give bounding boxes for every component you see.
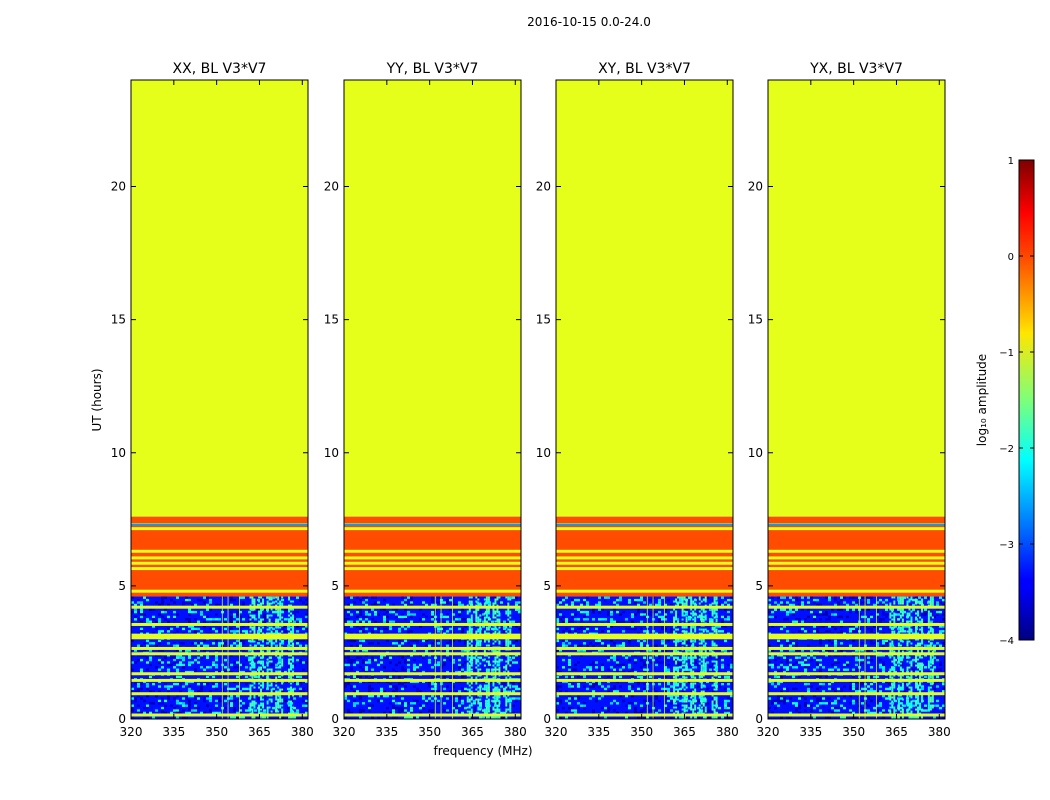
colorbar-tick-label: 1 [1008, 156, 1014, 167]
y-tick-label: 0 [331, 712, 339, 726]
panel-frame [555, 79, 734, 720]
band-flagged [556, 80, 733, 517]
y-tick-label: 20 [324, 180, 339, 194]
y-tick-label: 15 [536, 313, 551, 327]
x-tick-label: 335 [587, 725, 610, 739]
panel-image [556, 80, 733, 719]
flag-lines [768, 523, 945, 717]
x-tick-label: 320 [120, 725, 143, 739]
panel-frame [130, 79, 309, 720]
y-tick-label: 20 [111, 180, 126, 194]
y-tick-label: 0 [755, 712, 763, 726]
y-axis-label: UT (hours) [90, 368, 104, 431]
y-tick-label: 10 [111, 446, 126, 460]
x-tick-label: 335 [162, 725, 185, 739]
x-tick-label: 350 [630, 725, 653, 739]
band-flagged [344, 80, 521, 517]
figure-suptitle: 2016-10-15 0.0-24.0 [527, 15, 651, 29]
y-tick-label: 5 [331, 579, 339, 593]
colorbar-tick-label: −4 [999, 636, 1014, 647]
y-tick-label: 20 [748, 180, 763, 194]
panel-0: XX, BL V3*V7 320 335 350 365 380 0 5 10 15 20 [111, 61, 314, 739]
y-tick-label: 10 [324, 446, 339, 460]
y-tick-label: 5 [755, 579, 763, 593]
colorbar: 1 0 −1 −2 −3 −4 log₁₀ amplitude [975, 156, 1035, 647]
panel-1: YY, BL V3*V7 320 335 350 365 380 0 5 10 15 20 [324, 61, 527, 739]
rfi-stripes [858, 596, 934, 719]
panel-title: XY, BL V3*V7 [598, 61, 691, 77]
colorbar-tick-label: 0 [1008, 252, 1014, 263]
y-tick-label: 10 [536, 446, 551, 460]
x-tick-label: 380 [291, 725, 314, 739]
y-tick-label: 5 [543, 579, 551, 593]
panel-frame [767, 79, 946, 720]
panel-2: XY, BL V3*V7 320 335 350 365 380 0 5 10 15 20 [536, 61, 739, 739]
x-tick-label: 350 [842, 725, 865, 739]
x-tick-label: 365 [461, 725, 484, 739]
y-tick-label: 10 [748, 446, 763, 460]
panel-title: YY, BL V3*V7 [386, 61, 479, 77]
x-tick-label: 320 [757, 725, 780, 739]
x-tick-label: 320 [333, 725, 356, 739]
flag-lines [556, 523, 733, 717]
flag-lines [344, 523, 521, 717]
x-tick-label: 365 [248, 725, 271, 739]
panel-image [768, 80, 945, 719]
x-tick-label: 335 [799, 725, 822, 739]
x-tick-label: 380 [716, 725, 739, 739]
x-tick-label: 365 [673, 725, 696, 739]
band-flagged [131, 80, 308, 517]
panel-title: YX, BL V3*V7 [809, 61, 903, 77]
y-tick-label: 0 [543, 712, 551, 726]
panel-image [344, 80, 521, 719]
y-tick-label: 0 [118, 712, 126, 726]
y-tick-label: 5 [118, 579, 126, 593]
y-tick-label: 15 [748, 313, 763, 327]
colorbar-label: log₁₀ amplitude [975, 354, 989, 446]
x-tick-label: 380 [928, 725, 951, 739]
colorbar-tick-label: −2 [999, 444, 1014, 455]
band-flagged [768, 80, 945, 517]
y-tick-label: 15 [111, 313, 126, 327]
x-tick-label: 365 [885, 725, 908, 739]
x-tick-label: 350 [205, 725, 228, 739]
y-tick-label: 15 [324, 313, 339, 327]
panel-title: XX, BL V3*V7 [173, 61, 267, 77]
colorbar-tick-label: −3 [999, 540, 1014, 551]
flag-lines [131, 523, 308, 717]
panel-frame [343, 79, 522, 720]
x-tick-label: 350 [418, 725, 441, 739]
x-tick-label: 320 [545, 725, 568, 739]
x-tick-label: 335 [375, 725, 398, 739]
panel-image [131, 80, 308, 719]
y-tick-label: 20 [536, 180, 551, 194]
x-tick-label: 380 [504, 725, 527, 739]
x-axis-label: frequency (MHz) [433, 744, 532, 758]
colorbar-tick-label: −1 [999, 348, 1014, 359]
panel-3: YX, BL V3*V7 320 335 350 365 380 0 5 10 15 20 [748, 61, 951, 739]
colorbar-ticks: 1 0 −1 −2 −3 −4 [999, 156, 1034, 647]
colorbar-gradient [1018, 159, 1035, 641]
